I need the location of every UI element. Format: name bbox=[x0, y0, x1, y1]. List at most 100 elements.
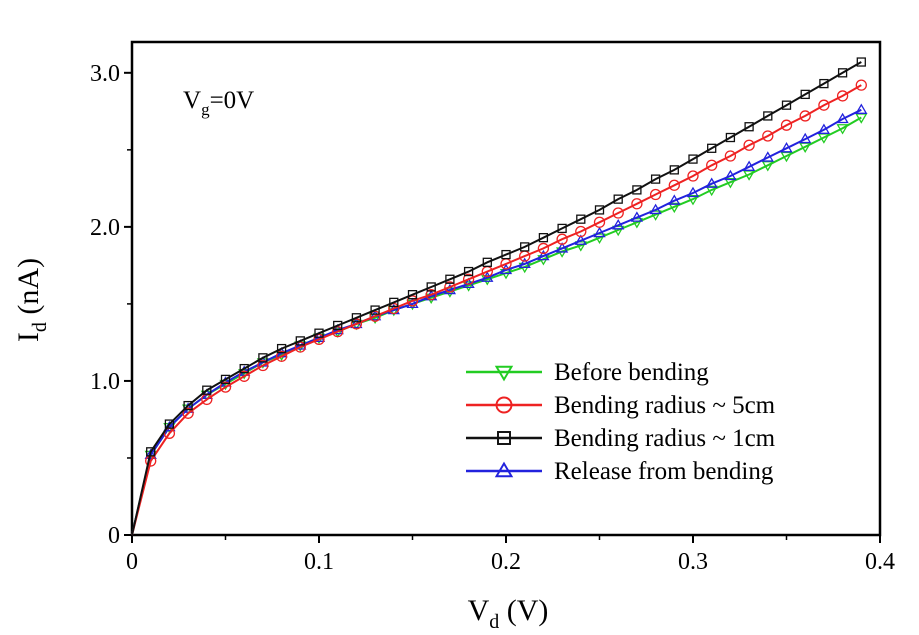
data-point bbox=[202, 385, 212, 395]
data-point bbox=[594, 205, 605, 215]
data-point bbox=[574, 234, 587, 245]
data-point bbox=[182, 407, 194, 419]
data-point bbox=[612, 207, 624, 219]
legend-label: Release from bending bbox=[554, 458, 774, 485]
data-point bbox=[314, 328, 324, 338]
data-point bbox=[668, 202, 681, 214]
data-point bbox=[482, 257, 492, 267]
data-point bbox=[705, 185, 718, 197]
data-point bbox=[295, 336, 305, 346]
data-point bbox=[780, 151, 793, 163]
data-point bbox=[649, 210, 662, 221]
data-point bbox=[538, 233, 549, 243]
data-point bbox=[742, 170, 756, 181]
data-point bbox=[725, 132, 736, 143]
data-point bbox=[707, 143, 717, 153]
data-point bbox=[425, 289, 437, 301]
y-axis-title-unit: (nA) bbox=[12, 258, 45, 322]
data-point bbox=[668, 194, 681, 205]
y-axis-title-main: I bbox=[12, 332, 45, 342]
data-point bbox=[350, 318, 363, 330]
data-point bbox=[556, 233, 568, 245]
data-point bbox=[238, 370, 250, 382]
data-point bbox=[630, 218, 644, 229]
y-tick-label: 1.0 bbox=[90, 369, 120, 395]
series-line bbox=[131, 61, 862, 536]
legend-entry: Bending radius ~ 5cm bbox=[466, 392, 776, 419]
x-axis-title-main: V bbox=[468, 594, 490, 627]
legend-label: Bending radius ~ 1cm bbox=[554, 425, 776, 452]
data-point bbox=[762, 130, 774, 142]
data-point bbox=[537, 249, 550, 261]
data-point bbox=[856, 57, 866, 67]
x-tick-label: 0.4 bbox=[865, 549, 895, 575]
data-point bbox=[183, 400, 193, 411]
data-point bbox=[780, 119, 793, 131]
data-point bbox=[593, 233, 606, 244]
data-point bbox=[837, 68, 848, 78]
data-point bbox=[706, 159, 718, 171]
data-point bbox=[705, 177, 718, 188]
data-point bbox=[258, 353, 268, 363]
data-point bbox=[649, 188, 662, 201]
data-point bbox=[369, 310, 381, 322]
data-point bbox=[780, 142, 793, 153]
axes: 0 0.1 0.2 0.3 0.4 0 1.0 2.0 3.0 bbox=[90, 40, 895, 575]
x-axis-title-unit: (V) bbox=[499, 594, 548, 627]
data-point bbox=[333, 320, 343, 331]
data-point bbox=[836, 124, 849, 135]
y-tick-label: 3.0 bbox=[90, 61, 120, 87]
x-tick-label: 0 bbox=[126, 549, 138, 575]
legend-swatch-marker bbox=[497, 431, 511, 445]
annotation-rest: =0V bbox=[210, 87, 255, 114]
data-point bbox=[819, 78, 829, 89]
data-point bbox=[389, 297, 399, 308]
y-axis-title: Id (nA) bbox=[12, 258, 51, 342]
data-point bbox=[761, 161, 774, 172]
legend: Before bending Bending radius ~ 5cm Bendin… bbox=[466, 359, 776, 485]
data-point bbox=[481, 275, 494, 286]
data-point bbox=[724, 150, 737, 162]
legend-label: Before bending bbox=[554, 359, 709, 386]
data-point bbox=[744, 122, 754, 132]
legend-swatch-marker bbox=[494, 461, 514, 478]
data-point bbox=[743, 139, 755, 151]
series-bending-radius-1cm bbox=[131, 57, 866, 536]
data-point bbox=[612, 219, 625, 230]
data-point bbox=[742, 160, 756, 171]
data-point bbox=[294, 341, 306, 353]
data-point bbox=[574, 241, 587, 252]
data-point bbox=[669, 165, 679, 175]
data-point bbox=[275, 350, 288, 362]
data-point bbox=[351, 313, 362, 323]
data-point bbox=[668, 179, 680, 191]
x-tick-label: 0.1 bbox=[304, 549, 334, 575]
data-point bbox=[164, 419, 175, 429]
data-point bbox=[650, 174, 661, 184]
data-point bbox=[388, 302, 400, 315]
data-point bbox=[426, 282, 436, 292]
data-point bbox=[257, 359, 269, 372]
data-point bbox=[445, 274, 455, 284]
data-point bbox=[332, 325, 344, 338]
data-point bbox=[576, 214, 586, 224]
legend-entry: Bending radius ~ 1cm bbox=[466, 425, 776, 452]
data-point bbox=[649, 203, 662, 215]
data-point bbox=[799, 142, 812, 154]
data-point bbox=[144, 448, 157, 460]
data-point bbox=[444, 281, 456, 293]
data-point bbox=[406, 295, 419, 307]
data-point bbox=[724, 178, 737, 189]
data-point bbox=[687, 170, 699, 182]
data-point bbox=[575, 225, 587, 238]
data-point bbox=[219, 381, 232, 393]
data-point bbox=[836, 90, 849, 102]
data-point bbox=[799, 110, 811, 122]
data-point bbox=[593, 216, 606, 228]
data-point bbox=[817, 133, 831, 144]
series-line bbox=[131, 108, 862, 536]
data-point bbox=[686, 194, 700, 206]
data-point bbox=[370, 305, 380, 315]
data-point bbox=[855, 103, 868, 114]
data-point bbox=[612, 225, 625, 237]
